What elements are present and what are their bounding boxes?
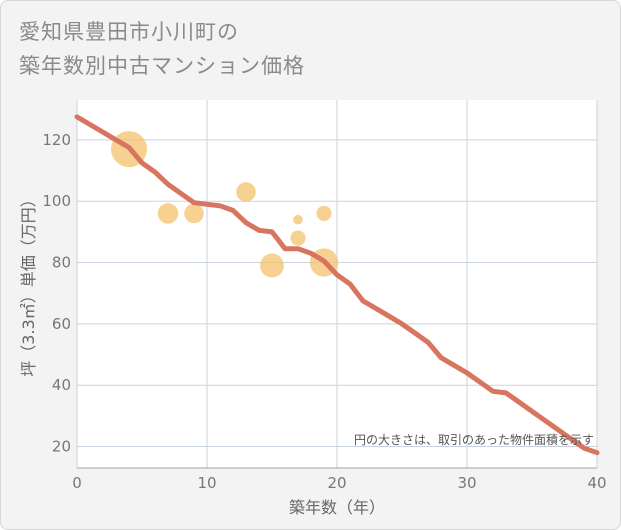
bubble-point (316, 205, 332, 222)
bubble-point (260, 253, 284, 278)
x-tick-label: 0 (72, 474, 82, 492)
y-axis-title: 坪（3.3㎡）単価（万円） (19, 191, 38, 376)
chart-title: 愛知県豊田市小川町の 築年数別中古マンション価格 (19, 15, 305, 83)
y-tick-labels: 20 40 60 80 100 120 (42, 131, 71, 456)
x-tick-labels: 0 10 20 30 40 (72, 474, 606, 492)
y-tick-label: 40 (52, 376, 71, 394)
x-tick-label: 20 (327, 474, 346, 492)
x-axis-title: 築年数（年） (289, 498, 385, 517)
x-tick-label: 30 (457, 474, 476, 492)
bubble-size-note: 円の大きさは、取引のあった物件面積を示す (354, 432, 594, 447)
bubble-point (236, 182, 256, 202)
y-tick-label: 120 (42, 131, 71, 149)
x-tick-label: 10 (197, 474, 216, 492)
bubble-point (184, 203, 204, 224)
bubble-point (157, 203, 179, 224)
bubble-point (293, 214, 303, 225)
x-tick-label: 40 (587, 474, 606, 492)
chart-title-line2: 築年数別中古マンション価格 (19, 54, 305, 78)
y-tick-label: 80 (52, 254, 71, 272)
y-tick-label: 20 (52, 438, 71, 456)
price-trend-line (74, 114, 600, 456)
y-tick-label: 100 (42, 192, 71, 210)
y-tick-label: 60 (52, 315, 71, 333)
bubble-point (290, 230, 306, 246)
chart-title-line1: 愛知県豊田市小川町の (19, 20, 239, 44)
